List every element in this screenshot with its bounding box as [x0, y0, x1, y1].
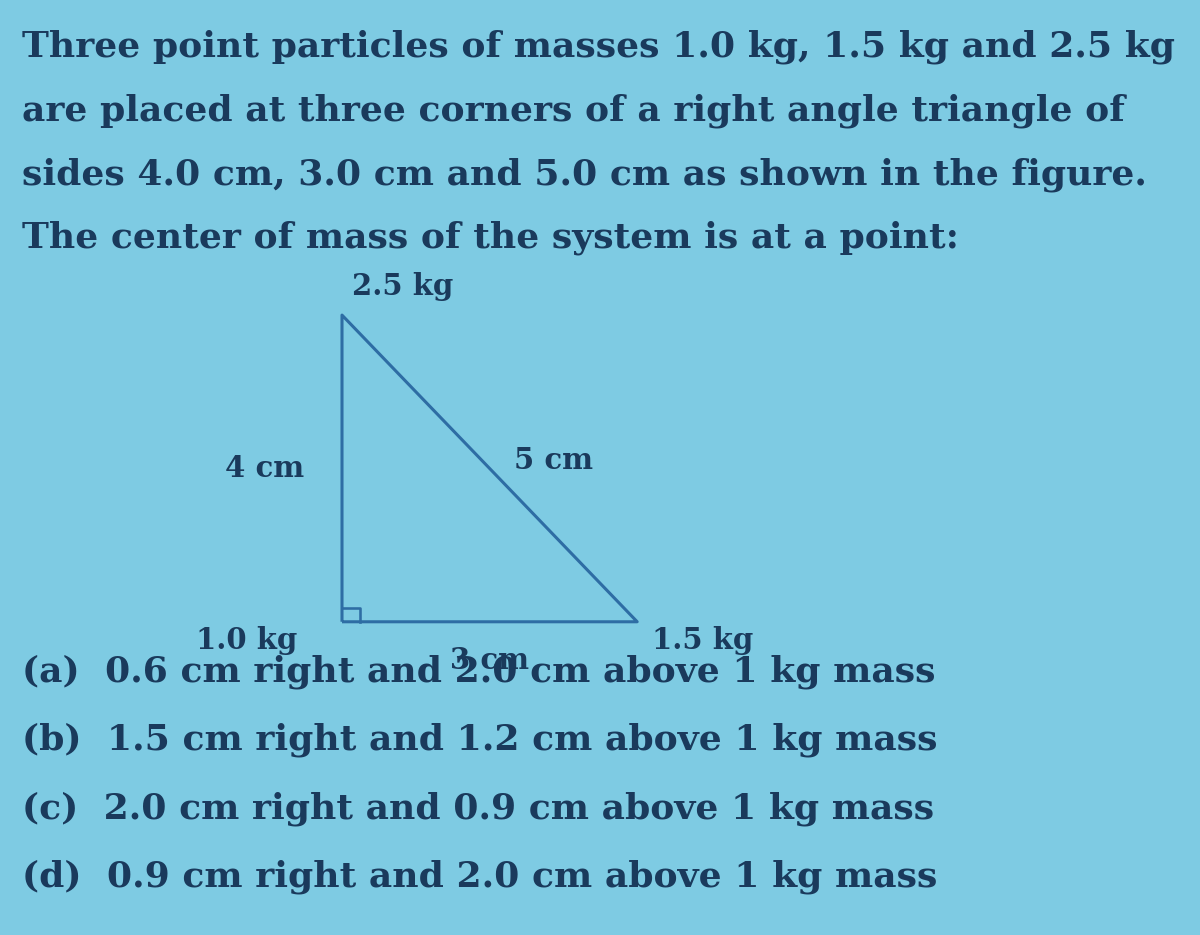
Text: Three point particles of masses 1.0 kg, 1.5 kg and 2.5 kg: Three point particles of masses 1.0 kg, …	[22, 30, 1175, 65]
Text: 2.5 kg: 2.5 kg	[352, 272, 454, 301]
Text: sides 4.0 cm, 3.0 cm and 5.0 cm as shown in the figure.: sides 4.0 cm, 3.0 cm and 5.0 cm as shown…	[22, 157, 1146, 192]
Text: 5 cm: 5 cm	[515, 446, 593, 475]
Text: (a)  0.6 cm right and 2.0 cm above 1 kg mass: (a) 0.6 cm right and 2.0 cm above 1 kg m…	[22, 654, 935, 689]
Text: 4 cm: 4 cm	[226, 453, 305, 483]
Text: are placed at three corners of a right angle triangle of: are placed at three corners of a right a…	[22, 94, 1124, 128]
Text: The center of mass of the system is at a point:: The center of mass of the system is at a…	[22, 221, 959, 255]
Text: 3 cm: 3 cm	[450, 646, 529, 675]
Text: (b)  1.5 cm right and 1.2 cm above 1 kg mass: (b) 1.5 cm right and 1.2 cm above 1 kg m…	[22, 723, 937, 757]
Text: (c)  2.0 cm right and 0.9 cm above 1 kg mass: (c) 2.0 cm right and 0.9 cm above 1 kg m…	[22, 791, 934, 826]
Text: 1.5 kg: 1.5 kg	[652, 626, 754, 654]
Text: (d)  0.9 cm right and 2.0 cm above 1 kg mass: (d) 0.9 cm right and 2.0 cm above 1 kg m…	[22, 859, 937, 894]
Text: 1.0 kg: 1.0 kg	[197, 626, 298, 654]
